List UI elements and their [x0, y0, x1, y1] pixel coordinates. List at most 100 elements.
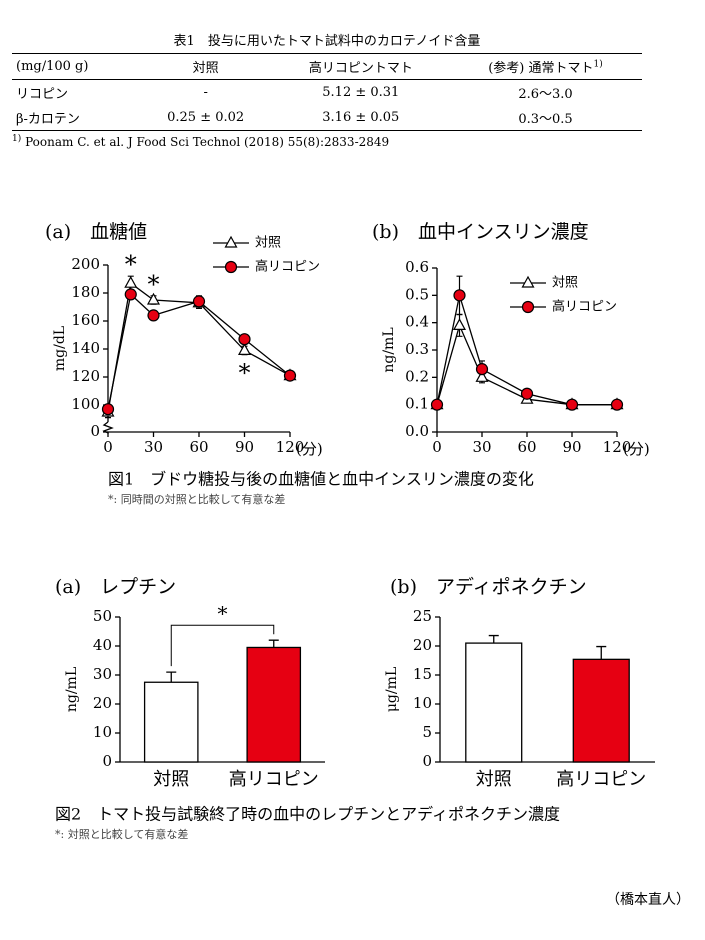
x-tick-label: 高リコピン: [229, 769, 319, 790]
cell: 5.12 ± 0.31: [322, 85, 400, 100]
y-tick-label: 0.4: [405, 313, 429, 331]
header-cell: (mg/100 g): [16, 59, 89, 74]
y-tick-label: 180: [71, 283, 100, 301]
x-tick-label: 60: [189, 438, 208, 456]
cell: リコピン: [16, 87, 69, 102]
x-tick-label: 30: [472, 438, 491, 456]
marker: [124, 275, 138, 288]
significance-bracket: [170, 624, 275, 667]
series-line: [436, 295, 617, 406]
footnote-text: Poonam C. et al. J Food Sci Technol (201…: [25, 135, 390, 149]
significance-mark: *: [239, 359, 251, 387]
marker: [520, 387, 534, 400]
y-axis-label: mg/dL: [52, 326, 68, 371]
bar: [246, 646, 302, 763]
y-tick-label: 140: [71, 339, 100, 357]
error-bar: [166, 671, 177, 683]
y-tick-label: 10: [93, 723, 112, 741]
y-axis-label: μg/mL: [384, 667, 400, 712]
y-tick-label: 0.1: [405, 395, 429, 413]
legend-label: 高リコピン: [255, 259, 320, 275]
chart-title: (a) 血糖値: [45, 221, 147, 243]
x-tick-label: 30: [144, 438, 163, 456]
series-line: [107, 282, 291, 413]
note-mark: 1): [12, 134, 22, 144]
error-bar: [596, 645, 607, 660]
marker: [453, 289, 466, 302]
error-bar: [488, 634, 499, 644]
x-tick-label: 対照: [476, 769, 512, 790]
cell: 3.16 ± 0.05: [322, 110, 400, 125]
cell: 2.6〜3.0: [518, 87, 573, 102]
y-tick-label: 0.6: [405, 258, 429, 276]
y-tick-label: 10: [413, 694, 432, 712]
y-tick-label: 0: [102, 752, 112, 770]
y-tick-label: 40: [93, 636, 112, 654]
y-tick-label: 120: [71, 367, 100, 385]
y-tick-label: 0: [90, 422, 100, 440]
y-tick-label: 25: [413, 607, 432, 625]
figure-note: *: 同時間の対照と比較して有意な差: [108, 492, 285, 506]
bar: [143, 681, 199, 763]
y-tick-label: 100: [71, 395, 100, 413]
marker: [475, 370, 489, 382]
legend-marker: [224, 235, 238, 248]
x-tick-label: 120: [603, 438, 632, 456]
y-axis-label: ng/mL: [64, 667, 80, 712]
marker: [146, 292, 161, 305]
marker: [610, 398, 624, 411]
marker: [430, 398, 444, 411]
marker: [237, 343, 252, 355]
marker: [238, 333, 251, 346]
table: (mg/100 g) 対照 高リコピントマト (参考) 通常トマト1) リコピン…: [12, 53, 642, 131]
x-tick-label: 120: [276, 438, 305, 456]
x-tick-label: 0: [103, 438, 113, 456]
note-mark: 1): [593, 59, 603, 70]
y-tick-label: 0.3: [405, 340, 429, 358]
marker: [452, 318, 467, 330]
table-row: リコピン - 5.12 ± 0.31 2.6〜3.0: [12, 80, 642, 106]
cell: 0.3〜0.5: [518, 112, 573, 127]
cell: 0.25 ± 0.02: [167, 110, 245, 125]
table-header: (mg/100 g) 対照 高リコピントマト (参考) 通常トマト1): [12, 53, 642, 80]
header-text: (参考) 通常トマト: [488, 61, 594, 76]
bar: [572, 658, 630, 763]
bar: [465, 642, 523, 763]
y-tick-label: 0: [422, 752, 432, 770]
y-tick-label: 200: [71, 255, 100, 273]
y-tick-label: 15: [413, 665, 432, 683]
legend-marker: [521, 300, 535, 314]
y-tick-label: 30: [93, 665, 112, 683]
y-tick-label: 20: [413, 636, 432, 654]
y-tick-label: 0.2: [405, 367, 429, 385]
marker: [475, 363, 489, 376]
header-cell: (参考) 通常トマト1): [449, 54, 642, 80]
cell: β-カロテン: [16, 112, 80, 127]
x-tick-label: 90: [235, 438, 254, 456]
legend-label: 対照: [255, 236, 281, 251]
y-tick-label: 5: [422, 723, 432, 741]
series-line: [107, 293, 291, 410]
significance-mark: *: [218, 602, 228, 626]
marker: [147, 309, 160, 322]
chart-title: (b) 血中インスリン濃度: [372, 221, 589, 243]
significance-mark: *: [148, 270, 160, 298]
chart-title: (b) アディポネクチン: [390, 576, 587, 598]
x-tick-label: 60: [517, 438, 536, 456]
marker: [192, 295, 206, 308]
legend-marker: [224, 260, 238, 274]
y-axis-label: ng/mL: [381, 327, 397, 372]
marker: [124, 288, 137, 301]
figure-caption: 図2 トマト投与試験終了時の血中のレプチンとアディポネクチン濃度: [55, 805, 560, 824]
marker: [283, 369, 297, 382]
figure-caption: 図1 ブドウ糖投与後の血糖値と血中インスリン濃度の変化: [108, 470, 534, 489]
y-tick-label: 0.5: [405, 285, 429, 303]
legend-label: 高リコピン: [552, 299, 617, 315]
legend-label: 対照: [552, 276, 578, 291]
y-tick-label: 50: [93, 607, 112, 625]
x-axis-label: (分): [296, 440, 323, 458]
table-row: β-カロテン 0.25 ± 0.02 3.16 ± 0.05 0.3〜0.5: [12, 105, 642, 131]
table-footnote: 1) Poonam C. et al. J Food Sci Technol (…: [12, 134, 642, 149]
